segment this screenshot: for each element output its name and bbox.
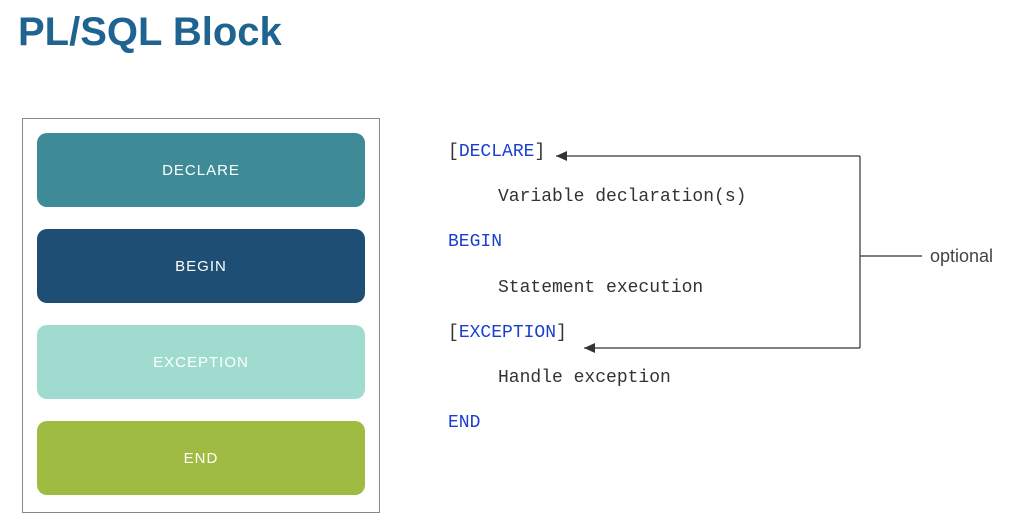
code-body-begin: Statement execution [448,276,746,301]
code-area: [DECLARE] Variable declaration(s) BEGIN … [448,140,746,456]
block-label: DECLARE [162,162,240,179]
code-line-end: END [448,411,746,436]
page-title: PL/SQL Block [18,10,282,55]
code-line-exception: [EXCEPTION] [448,321,746,346]
block-declare: DECLARE [37,133,365,207]
block-label: END [184,450,219,467]
code-line-begin: BEGIN [448,230,746,255]
code-line-declare: [DECLARE] [448,140,746,165]
block-begin: BEGIN [37,229,365,303]
block-label: EXCEPTION [153,354,249,371]
blocks-frame: DECLARE BEGIN EXCEPTION END [22,118,380,513]
code-body-exception: Handle exception [448,366,746,391]
annotation-optional: optional [930,246,993,267]
block-end: END [37,421,365,495]
code-body-declare: Variable declaration(s) [448,185,746,210]
block-exception: EXCEPTION [37,325,365,399]
block-label: BEGIN [175,258,227,275]
